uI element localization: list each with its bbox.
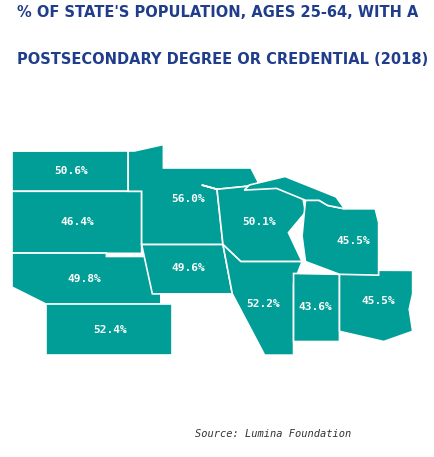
Text: 43.6%: 43.6% xyxy=(299,303,332,313)
Polygon shape xyxy=(128,144,260,244)
Polygon shape xyxy=(12,253,161,304)
Polygon shape xyxy=(141,244,232,294)
Polygon shape xyxy=(12,191,141,253)
Polygon shape xyxy=(244,176,345,209)
Text: 50.6%: 50.6% xyxy=(54,166,88,176)
Polygon shape xyxy=(46,304,172,355)
Polygon shape xyxy=(12,151,128,191)
Text: 52.4%: 52.4% xyxy=(93,324,127,335)
Polygon shape xyxy=(223,244,302,355)
Text: 49.6%: 49.6% xyxy=(171,263,205,273)
Text: 56.0%: 56.0% xyxy=(171,194,205,204)
Text: Source: Lumina Foundation: Source: Lumina Foundation xyxy=(195,429,352,439)
Text: 46.4%: 46.4% xyxy=(61,218,94,228)
Text: 52.2%: 52.2% xyxy=(246,299,280,309)
Text: % OF STATE'S POPULATION, AGES 25-64, WITH A: % OF STATE'S POPULATION, AGES 25-64, WIT… xyxy=(17,5,419,20)
Text: 50.1%: 50.1% xyxy=(243,218,276,228)
Polygon shape xyxy=(202,185,306,261)
Polygon shape xyxy=(293,273,339,341)
Text: 49.8%: 49.8% xyxy=(67,274,101,284)
Text: 45.5%: 45.5% xyxy=(336,236,370,246)
Polygon shape xyxy=(339,270,413,341)
Polygon shape xyxy=(302,200,378,275)
Text: 45.5%: 45.5% xyxy=(362,296,395,306)
Text: POSTSECONDARY DEGREE OR CREDENTIAL (2018): POSTSECONDARY DEGREE OR CREDENTIAL (2018… xyxy=(17,53,429,67)
